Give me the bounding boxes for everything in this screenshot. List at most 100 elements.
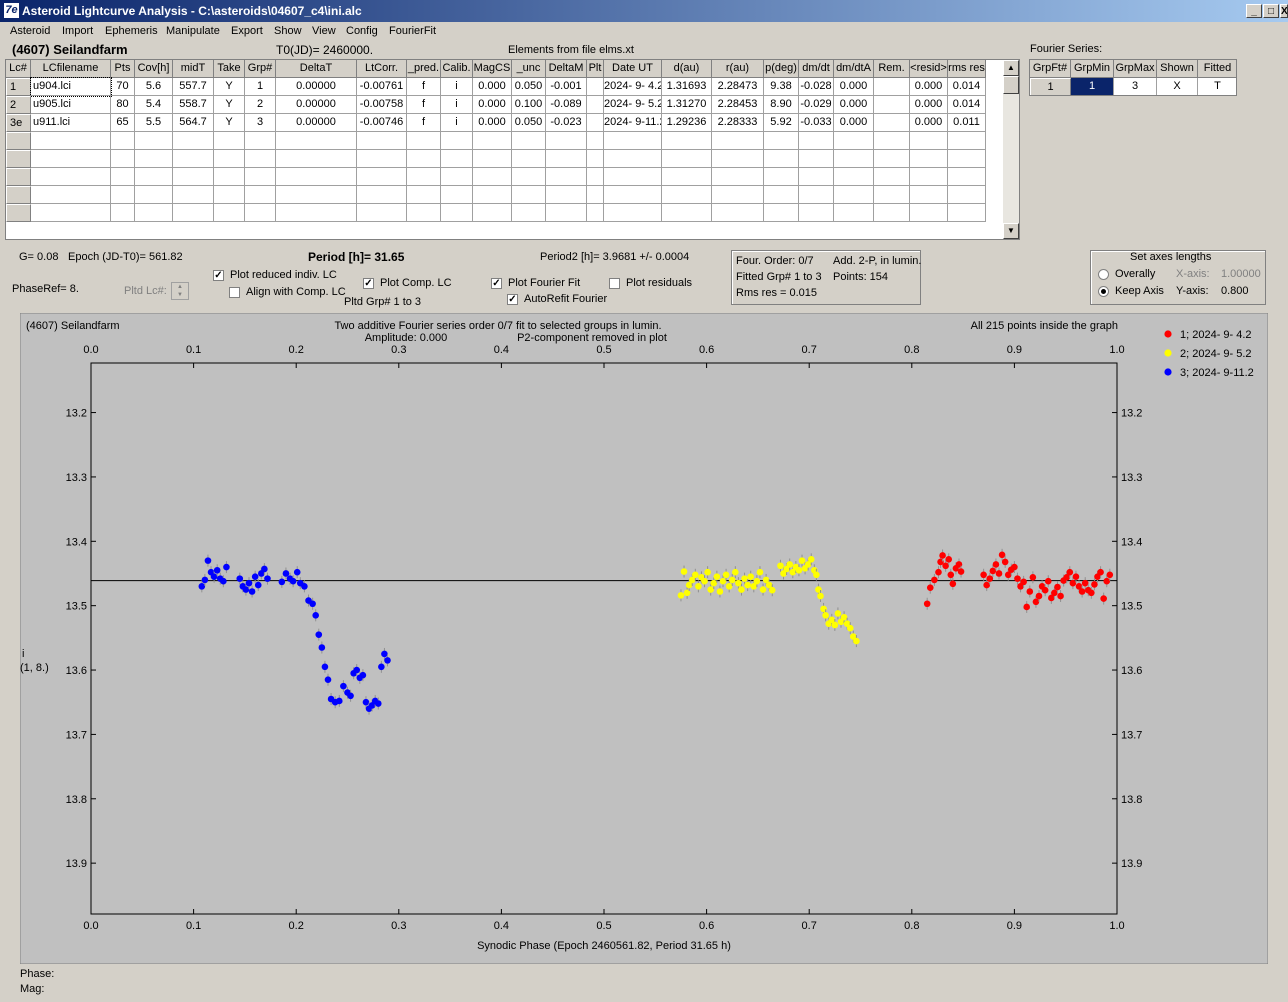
fourier-column-header[interactable]: GrpMax	[1114, 60, 1157, 78]
table-cell[interactable]	[214, 150, 245, 168]
lightcurve-table[interactable]: Lc# LCfilename Pts Cov[h] midT Take Grp# DeltaT…	[5, 59, 1020, 240]
table-cell[interactable]	[910, 168, 948, 186]
column-header[interactable]: d(au)	[662, 60, 712, 78]
column-header[interactable]: Grp#	[245, 60, 276, 78]
table-cell[interactable]	[473, 132, 512, 150]
table-cell[interactable]	[173, 132, 214, 150]
table-cell[interactable]	[799, 132, 834, 150]
table-cell[interactable]	[587, 114, 604, 132]
column-header[interactable]: LtCorr.	[357, 60, 407, 78]
table-cell[interactable]: 0.100	[512, 96, 546, 114]
table-cell[interactable]	[31, 186, 111, 204]
table-scrollbar[interactable]: ▲ ▼	[1003, 60, 1019, 239]
table-cell[interactable]	[111, 150, 135, 168]
table-cell[interactable]	[245, 204, 276, 222]
table-cell[interactable]	[245, 150, 276, 168]
table-cell[interactable]	[276, 186, 357, 204]
table-cell[interactable]: 2024- 9- 5.2	[604, 96, 662, 114]
table-cell[interactable]	[604, 204, 662, 222]
table-cell[interactable]: f	[407, 96, 441, 114]
menu-ephemeris[interactable]: Ephemeris	[105, 25, 158, 37]
table-cell[interactable]: Y	[214, 78, 245, 96]
table-cell[interactable]	[604, 132, 662, 150]
table-cell[interactable]	[799, 186, 834, 204]
fourier-column-header[interactable]: GrpMin	[1071, 60, 1114, 78]
table-cell[interactable]	[407, 150, 441, 168]
table-cell[interactable]: -0.023	[546, 114, 587, 132]
scroll-thumb[interactable]	[1003, 76, 1019, 94]
table-cell[interactable]	[173, 150, 214, 168]
table-cell[interactable]: 0.000	[473, 114, 512, 132]
table-cell[interactable]	[546, 168, 587, 186]
table-cell[interactable]: 5.4	[135, 96, 173, 114]
table-cell[interactable]	[214, 132, 245, 150]
table-cell[interactable]: -0.029	[799, 96, 834, 114]
column-header[interactable]: DeltaM	[546, 60, 587, 78]
table-cell[interactable]	[135, 168, 173, 186]
column-header[interactable]: rms res	[948, 60, 986, 78]
table-cell[interactable]	[357, 150, 407, 168]
table-cell[interactable]: -0.00746	[357, 114, 407, 132]
menu-export[interactable]: Export	[231, 25, 263, 37]
scroll-down-button[interactable]: ▼	[1003, 223, 1019, 239]
table-cell[interactable]	[441, 132, 473, 150]
table-cell[interactable]	[546, 132, 587, 150]
table-cell[interactable]: 0.000	[910, 96, 948, 114]
table-cell[interactable]: 2.28333	[712, 114, 764, 132]
table-cell[interactable]: -0.028	[799, 78, 834, 96]
column-header[interactable]: dm/dtA	[834, 60, 874, 78]
table-cell[interactable]	[111, 186, 135, 204]
table-cell[interactable]	[407, 204, 441, 222]
table-cell[interactable]: -0.033	[799, 114, 834, 132]
table-cell[interactable]	[662, 204, 712, 222]
table-cell[interactable]	[473, 168, 512, 186]
table-cell[interactable]: 0.000	[910, 114, 948, 132]
table-cell[interactable]	[799, 150, 834, 168]
table-cell[interactable]	[604, 150, 662, 168]
table-cell[interactable]	[712, 150, 764, 168]
table-cell[interactable]: f	[407, 114, 441, 132]
table-cell[interactable]: Y	[214, 114, 245, 132]
table-cell[interactable]: i	[441, 114, 473, 132]
table-cell[interactable]	[662, 150, 712, 168]
table-cell[interactable]	[604, 186, 662, 204]
table-cell[interactable]	[834, 150, 874, 168]
table-cell[interactable]	[111, 132, 135, 150]
table-cell[interactable]	[764, 204, 799, 222]
table-cell[interactable]	[357, 186, 407, 204]
table-cell[interactable]	[764, 168, 799, 186]
column-header[interactable]: _pred.	[407, 60, 441, 78]
table-cell[interactable]	[31, 132, 111, 150]
table-cell[interactable]	[135, 150, 173, 168]
column-header[interactable]: Date UT	[604, 60, 662, 78]
reduced-lc-checkbox[interactable]: ✓	[213, 270, 224, 281]
table-cell[interactable]	[874, 150, 910, 168]
table-cell[interactable]	[948, 168, 986, 186]
fourier-cell[interactable]: 3	[1114, 78, 1157, 95]
fourier-series-table[interactable]: GrpFt# 1 GrpMin 1 GrpMax 3 Shown X Fitted T	[1029, 59, 1237, 96]
table-cell[interactable]: 9.38	[764, 78, 799, 96]
table-cell[interactable]	[441, 204, 473, 222]
table-cell[interactable]	[874, 168, 910, 186]
column-header[interactable]: Plt	[587, 60, 604, 78]
table-cell[interactable]	[546, 186, 587, 204]
table-cell[interactable]	[587, 204, 604, 222]
table-cell[interactable]	[874, 186, 910, 204]
row-header[interactable]	[6, 168, 31, 186]
table-cell[interactable]	[31, 204, 111, 222]
table-cell[interactable]	[834, 132, 874, 150]
table-cell[interactable]	[874, 96, 910, 114]
menu-show[interactable]: Show	[274, 25, 302, 37]
table-cell[interactable]	[276, 132, 357, 150]
row-header[interactable]	[6, 204, 31, 222]
menu-config[interactable]: Config	[346, 25, 378, 37]
table-cell[interactable]: 0.014	[948, 78, 986, 96]
table-cell[interactable]: 2.28453	[712, 96, 764, 114]
table-cell[interactable]	[587, 168, 604, 186]
minimize-button[interactable]: _	[1246, 4, 1262, 18]
column-header[interactable]: Pts	[111, 60, 135, 78]
menu-manipulate[interactable]: Manipulate	[166, 25, 220, 37]
table-cell[interactable]	[214, 186, 245, 204]
pltd-lc-spinner[interactable]: ▲ ▼	[171, 282, 189, 300]
table-cell[interactable]	[712, 186, 764, 204]
